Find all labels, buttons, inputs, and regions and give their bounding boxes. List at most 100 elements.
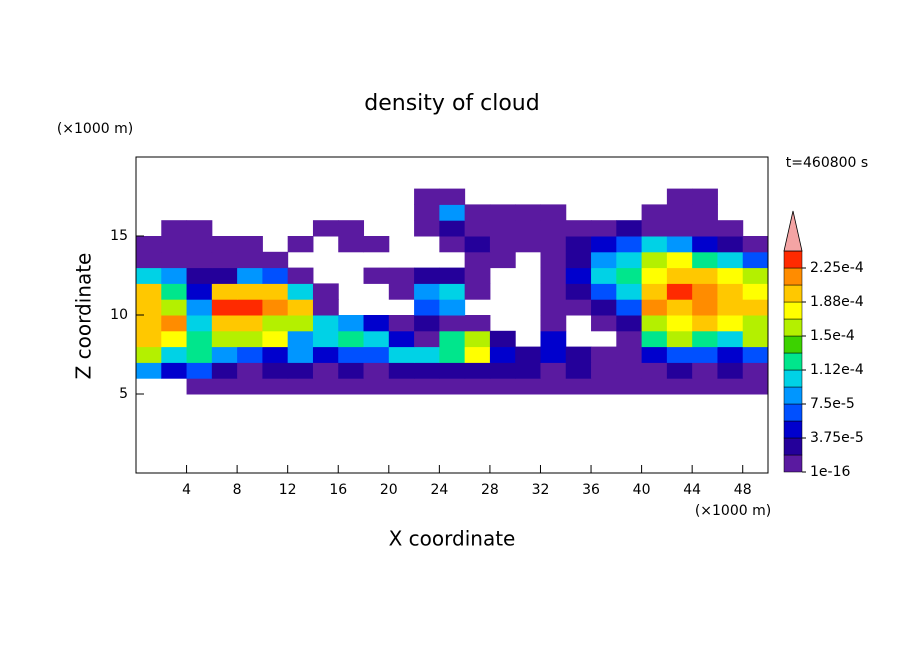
contour-cell	[186, 378, 213, 395]
contour-cell	[312, 315, 339, 332]
contour-cell	[641, 267, 668, 284]
contour-cell	[489, 346, 516, 363]
contour-cell	[692, 236, 718, 253]
contour-cell	[186, 236, 213, 253]
contour-cell	[666, 362, 693, 379]
contour-cell	[717, 220, 744, 237]
x-tick-label: 16	[329, 482, 347, 498]
contour-cell	[616, 330, 643, 348]
contour-cell	[464, 236, 491, 253]
contour-cell	[237, 378, 263, 395]
contour-cell	[641, 220, 668, 237]
contour-cell	[489, 378, 516, 395]
contour-cell	[414, 362, 440, 379]
contour-cell	[414, 204, 440, 221]
contour-cell	[211, 236, 238, 253]
x-tick-label: 8	[233, 482, 242, 498]
contour-cell	[540, 346, 567, 363]
contour-cell	[540, 251, 567, 269]
contour-cell	[287, 378, 314, 395]
contour-cell	[338, 236, 365, 253]
contour-cell	[161, 251, 188, 269]
contour-cell	[237, 283, 263, 300]
contour-cell	[666, 267, 693, 284]
contour-cell	[616, 346, 643, 363]
contour-cell	[616, 362, 643, 379]
contour-cell	[641, 378, 668, 395]
contour-cell	[363, 330, 390, 348]
x-tick-label: 4	[182, 482, 191, 498]
contour-cell	[186, 283, 213, 300]
contour-cell	[363, 267, 390, 284]
chart-title: density of cloud	[364, 91, 539, 116]
contour-cell	[515, 204, 541, 221]
contour-cell	[161, 299, 188, 316]
contour-cell	[414, 267, 440, 284]
colorbar-band	[783, 437, 803, 456]
colorbar-tick-label: 2.25e-4	[810, 260, 864, 276]
contour-cell	[489, 236, 516, 253]
contour-cell	[388, 346, 415, 363]
contour-cell	[591, 220, 617, 237]
contour-cell	[237, 251, 263, 269]
contour-cell	[211, 283, 238, 300]
contour-cell	[338, 315, 365, 332]
contour-cell	[287, 299, 314, 316]
contour-cell	[439, 204, 466, 221]
contour-cell	[616, 299, 643, 316]
contour-cell	[641, 330, 668, 348]
contour-cell	[338, 330, 365, 348]
contour-cell	[641, 362, 668, 379]
contour-cell	[717, 362, 744, 379]
x-tick-label: 28	[481, 482, 499, 498]
contour-cell	[363, 378, 390, 395]
contour-cell	[186, 220, 213, 237]
contour-cell	[742, 283, 769, 300]
contour-cell	[742, 378, 769, 395]
contour-cell	[388, 330, 415, 348]
contour-cell	[641, 283, 668, 300]
contour-cell	[515, 236, 541, 253]
contour-cell	[666, 315, 693, 332]
contour-cell	[692, 346, 718, 363]
contour-cell	[565, 267, 592, 284]
contour-cell	[666, 236, 693, 253]
contour-cell	[312, 362, 339, 379]
contour-cell	[414, 315, 440, 332]
contour-cell	[540, 378, 567, 395]
x-axis-label: X coordinate	[389, 527, 516, 551]
contour-cell	[439, 362, 466, 379]
contour-cell	[489, 204, 516, 221]
contour-cell	[262, 299, 289, 316]
contour-cell	[641, 299, 668, 316]
contour-cell	[540, 315, 567, 332]
contour-cell	[312, 299, 339, 316]
contour-cell	[287, 267, 314, 284]
contour-cell	[641, 204, 668, 221]
contour-cell	[742, 236, 769, 253]
contour-cell	[338, 362, 365, 379]
contour-cell	[414, 188, 440, 205]
contour-cell	[692, 362, 718, 379]
contour-cell	[717, 236, 744, 253]
colorbar-band	[783, 267, 803, 286]
contour-cell	[540, 283, 567, 300]
contour-cell	[742, 362, 769, 379]
contour-cell	[717, 346, 744, 363]
contour-cell	[439, 220, 466, 237]
contour-cell	[439, 330, 466, 348]
contour-cell	[591, 251, 617, 269]
contour-cell	[136, 236, 162, 253]
x-tick-label: 12	[279, 482, 297, 498]
contour-cell	[211, 315, 238, 332]
colorbar-band	[783, 403, 803, 422]
contour-cell	[641, 315, 668, 332]
contour-cell	[186, 299, 213, 316]
contour-cell	[742, 299, 769, 316]
contour-cell	[515, 362, 541, 379]
contour-cell	[616, 378, 643, 395]
contour-cell	[338, 378, 365, 395]
contour-cell	[186, 330, 213, 348]
contour-cell	[591, 378, 617, 395]
